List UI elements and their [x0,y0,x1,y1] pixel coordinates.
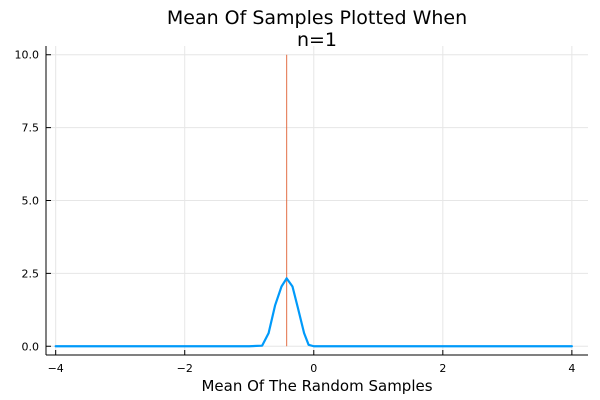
axes [45,46,588,356]
y-tick-label: 2.5 [22,267,40,280]
x-tick-label: −2 [177,362,193,375]
x-tick-label: 2 [439,362,446,375]
density-line [54,277,573,348]
tick-labels: −4 −2 0 2 4 0.0 2.5 5.0 7.5 10.0 [15,49,576,375]
grid [46,46,588,355]
plot-area [54,54,573,348]
x-tick-label: −4 [48,362,64,375]
x-tick-label: 0 [310,362,317,375]
y-tick-label: 7.5 [22,122,40,135]
x-axis-label: Mean Of The Random Samples [201,377,432,395]
y-tick-label: 0.0 [22,340,40,353]
x-tick-label: 4 [568,362,575,375]
y-tick-label: 10.0 [15,49,40,62]
chart-title-line-1: Mean Of Samples Plotted When [167,7,467,29]
chart-title-line-2: n=1 [297,29,337,51]
y-tick-label: 5.0 [22,195,40,208]
